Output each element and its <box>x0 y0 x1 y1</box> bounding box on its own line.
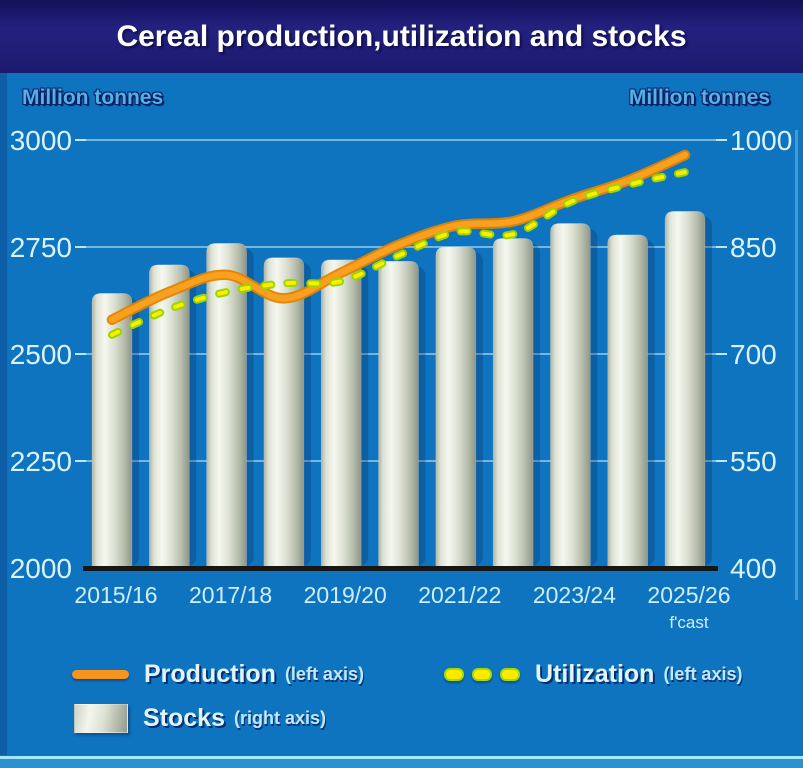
right-frame-edge <box>795 130 798 600</box>
x-axis-label: 2015/16 <box>74 582 157 608</box>
legend-stocks-note: (right axis) <box>233 708 326 728</box>
legend-item-utilization: Utilization (left axis) <box>444 660 742 689</box>
x-axis-label: 2019/20 <box>304 582 387 608</box>
left-axis-units-label: Million tonnes <box>22 86 164 109</box>
production-line-swatch <box>72 670 129 679</box>
stocks-bar <box>607 234 648 571</box>
legend-production-label: Production <box>144 660 276 688</box>
left-axis-tick-label: 2250 <box>10 446 72 477</box>
right-axis-tick-label: 1000 <box>730 125 792 156</box>
legend-item-stocks: Stocks (right axis) <box>74 704 326 733</box>
stocks-bar <box>149 264 190 571</box>
bottom-border-strip <box>0 756 803 768</box>
stocks-bar <box>91 293 133 571</box>
chart-title: Cereal production,utilization and stocks <box>116 19 687 53</box>
legend-item-production: Production (left axis) <box>72 660 364 689</box>
right-axis-tick-label: 400 <box>730 553 777 584</box>
stocks-bar <box>378 260 419 571</box>
x-axis-label: 2023/24 <box>533 582 616 608</box>
x-axis-label: 2021/22 <box>418 582 501 608</box>
title-banner: Cereal production,utilization and stocks <box>0 0 803 73</box>
left-axis-tick-label: 2000 <box>10 553 72 584</box>
right-axis-tick-label: 550 <box>730 446 777 477</box>
legend-utilization-label: Utilization <box>535 660 655 688</box>
stocks-bar-swatch <box>74 704 128 733</box>
stocks-bar <box>664 211 706 571</box>
utilization-line-core <box>110 170 687 337</box>
legend-utilization-note: (left axis) <box>663 664 743 684</box>
stocks-bar <box>550 223 591 571</box>
legend-production-note: (left axis) <box>284 664 364 684</box>
x-axis-label: 2025/26 <box>647 582 730 608</box>
right-axis-units-label: Million tonnes <box>628 86 770 109</box>
stocks-bar <box>435 246 477 571</box>
stocks-bar <box>206 243 247 571</box>
stocks-bar <box>263 257 305 571</box>
x-axis-label: 2017/18 <box>189 582 272 608</box>
left-axis-tick-label: 2500 <box>10 339 72 370</box>
forecast-note: f'cast <box>669 613 708 632</box>
utilization-dashed-swatch <box>444 668 520 681</box>
stocks-bar <box>320 259 362 571</box>
legend-stocks-label: Stocks <box>143 704 225 732</box>
left-axis-tick-label: 3000 <box>10 125 72 156</box>
stocks-bar <box>492 238 534 571</box>
right-axis-tick-label: 700 <box>730 339 777 370</box>
x-axis-line <box>83 566 718 571</box>
right-axis-tick-label: 850 <box>730 232 777 263</box>
left-axis-tick-label: 2750 <box>10 232 72 263</box>
left-frame-edge <box>0 73 7 755</box>
